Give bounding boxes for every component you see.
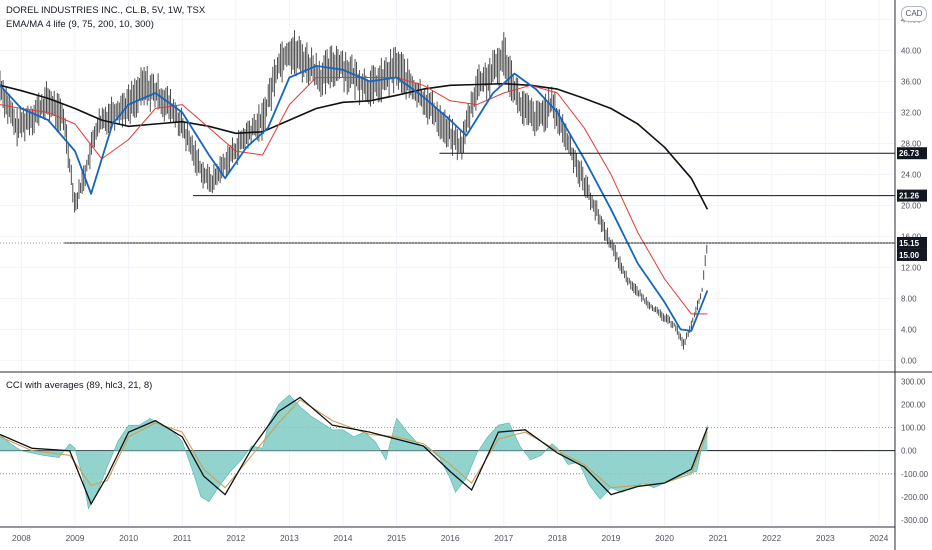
currency-badge[interactable]: CAD	[901, 6, 927, 22]
level-price-tag-label: 26.73	[899, 149, 920, 158]
price-axis[interactable]: 0.00 4.00 8.00 12.00 16.00 20.00 24.00 28.00 32.…	[901, 15, 929, 525]
level-price-tag-label: 15.15	[899, 239, 920, 248]
price-tick-label: 24.00	[901, 170, 922, 179]
cci-pane	[0, 394, 895, 510]
level-price-tag-bg	[897, 236, 927, 249]
x-tick-label: 2019	[601, 533, 620, 543]
price-tick-label: 40.00	[901, 46, 922, 55]
cci-area	[0, 395, 708, 509]
x-tick-label: 2024	[869, 533, 888, 543]
cci-area-edge	[0, 394, 708, 510]
x-tick-label: 2008	[12, 533, 31, 543]
indicator-legend-ema-ma[interactable]: EMA/MA 4 life (9, 75, 200, 10, 300)	[6, 19, 154, 30]
cci-tick-label: 200.00	[901, 400, 926, 409]
symbol-title[interactable]: DOREL INDUSTRIES INC., CL.B, 5V, 1W, TSX	[6, 5, 206, 16]
level-price-tag: 15.15	[897, 236, 927, 249]
indicator-legend-cci[interactable]: CCI with averages (89, hlc3, 21, 8)	[6, 380, 153, 391]
x-tick-label: 2023	[816, 533, 835, 543]
horizontal-levels	[0, 152, 895, 244]
price-pane	[0, 30, 895, 350]
current-price-tag-label: 15.00	[899, 251, 920, 260]
x-tick-label: 2012	[226, 533, 245, 543]
x-tick-label: 2018	[548, 533, 567, 543]
x-tick-label: 2011	[173, 533, 192, 543]
level-price-tag: 21.26	[897, 189, 927, 202]
price-tick-label: 16.00	[901, 232, 922, 241]
x-tick-label: 2017	[494, 533, 513, 543]
x-tick-label: 2016	[441, 533, 460, 543]
ma-mid-line	[0, 77, 708, 315]
price-tick-label: 32.00	[901, 108, 922, 117]
x-tick-label: 2020	[655, 533, 674, 543]
current-price-tag-bg	[897, 248, 927, 261]
moving-average-lines	[0, 65, 709, 332]
cci-average-slow-line	[0, 399, 708, 489]
cci-tick-label: -300.00	[901, 516, 929, 525]
price-tick-label: 4.00	[901, 325, 917, 334]
price-tick-label: 20.00	[901, 201, 922, 210]
price-tags: 26.73 21.26 15.15 15.00	[897, 147, 927, 261]
ema-fast-line	[0, 65, 709, 332]
level-price-tag-bg	[897, 147, 927, 160]
level-price-tag-label: 21.26	[899, 192, 920, 201]
time-axis[interactable]: 2008 2009 2010 2011 2012 2013 2014 2015 2016 2017…	[12, 533, 889, 543]
ma-slow-line	[0, 82, 709, 210]
price-tick-label: 12.00	[901, 263, 922, 272]
grid	[0, 0, 895, 527]
x-tick-label: 2010	[119, 533, 138, 543]
x-tick-label: 2022	[762, 533, 781, 543]
x-tick-label: 2021	[709, 533, 728, 543]
price-tick-label: 36.00	[901, 77, 922, 86]
cci-tick-label: 0.00	[901, 447, 917, 456]
x-tick-label: 2009	[66, 533, 85, 543]
x-tick-label: 2014	[334, 533, 353, 543]
current-price-tag: 15.00	[897, 248, 927, 261]
cci-tick-label: -200.00	[901, 493, 929, 502]
x-tick-label: 2015	[387, 533, 406, 543]
level-price-tag: 26.73	[897, 147, 927, 160]
cci-average-fast-line	[0, 396, 709, 506]
level-price-tag-bg	[897, 189, 927, 202]
cci-tick-label: -100.00	[901, 470, 929, 479]
x-tick-label: 2013	[280, 533, 299, 543]
cci-tick-label: 100.00	[901, 424, 926, 433]
price-tick-label: 0.00	[901, 356, 917, 365]
price-tick-label: 8.00	[901, 294, 917, 303]
price-tick-label: 28.00	[901, 139, 922, 148]
cci-tick-label: 300.00	[901, 377, 926, 386]
price-bars	[0, 30, 708, 350]
